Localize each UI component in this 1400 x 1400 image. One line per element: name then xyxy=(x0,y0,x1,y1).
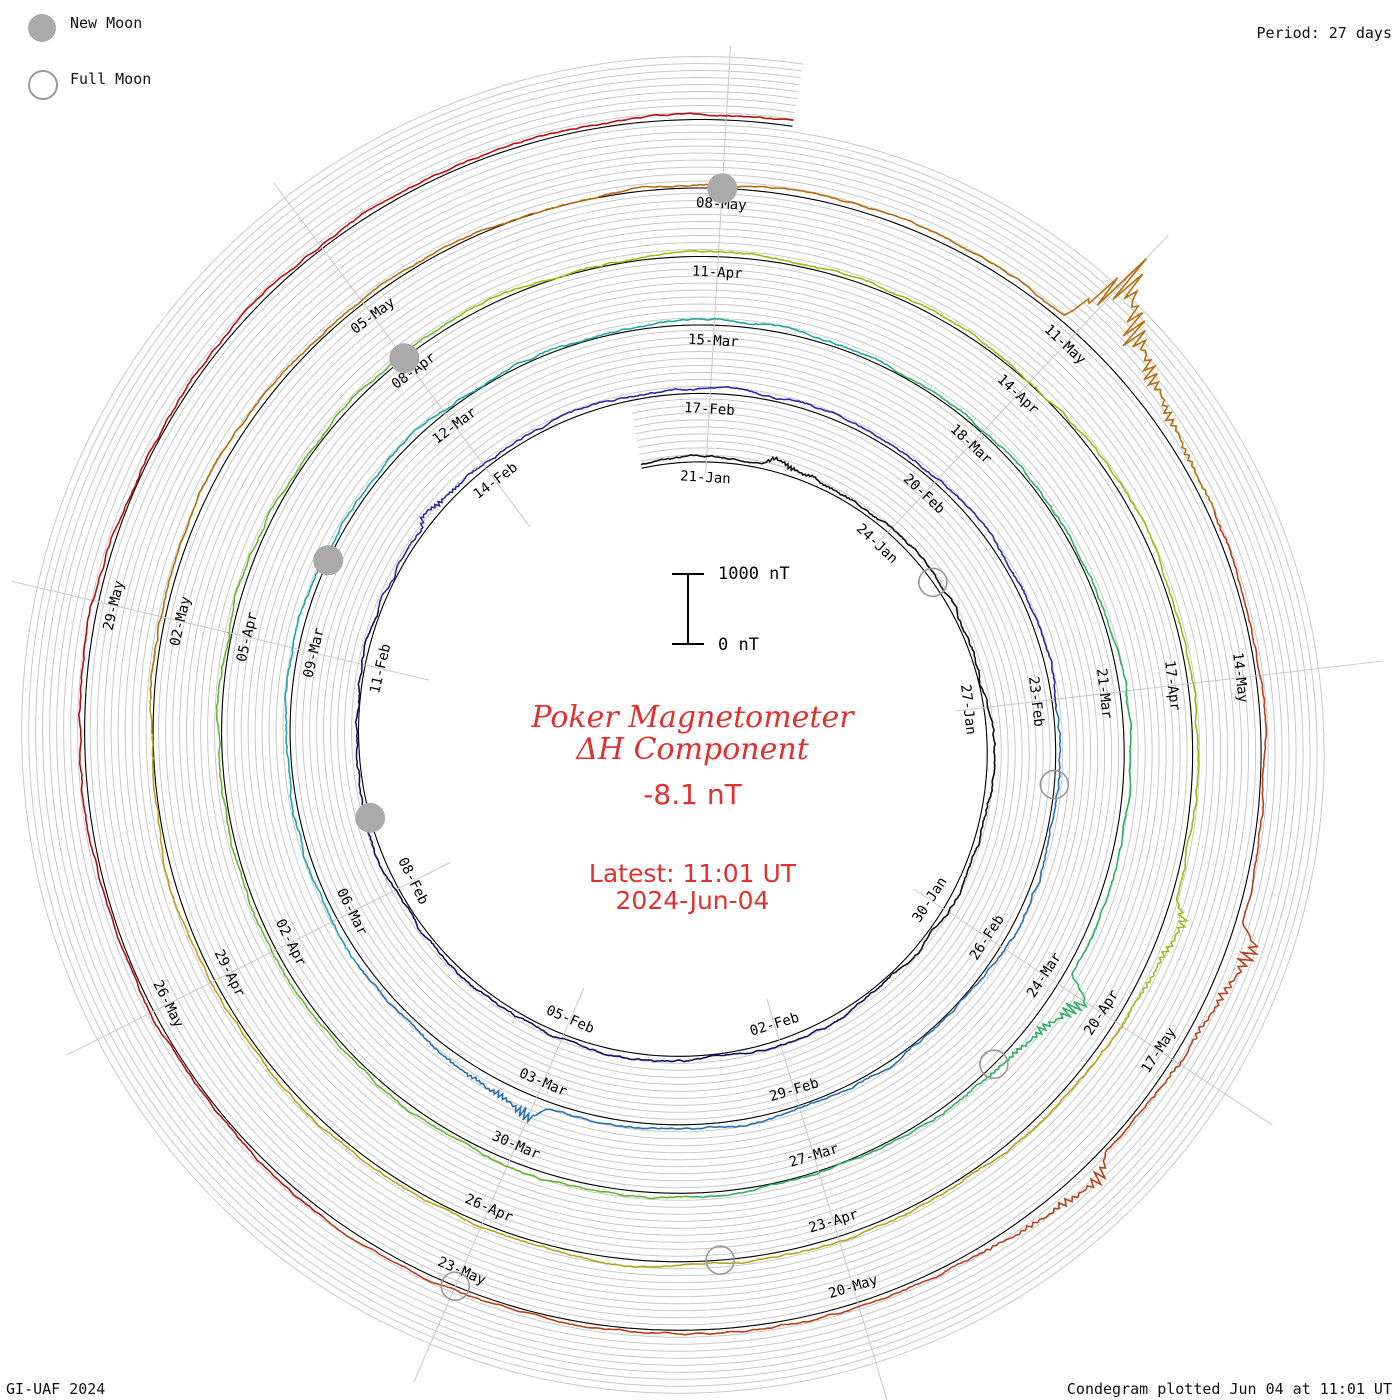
chart-title-line1: Poker Magnetometer xyxy=(531,700,854,735)
grid-spiral-3 xyxy=(63,97,1283,1352)
grid-spiral-7 xyxy=(35,69,1311,1380)
trace-segment-9 xyxy=(149,183,1215,699)
trace-segment-4 xyxy=(284,317,890,965)
new-moon-legend-label: New Moon xyxy=(70,14,143,32)
date-tick-label: 11-Feb xyxy=(367,642,394,695)
grid-spoke xyxy=(956,660,1383,712)
date-tick-label: 15-Mar xyxy=(688,332,739,351)
grid-spiral-5 xyxy=(49,83,1297,1366)
baseline-spiral xyxy=(84,118,1262,1331)
trace-segment-10 xyxy=(323,509,1268,1336)
grid-spoke xyxy=(873,234,1169,548)
grid-spoke xyxy=(66,861,451,1056)
current-value: -8.1 nT xyxy=(643,778,742,811)
date-tick-label: 17-May xyxy=(1138,1025,1179,1076)
full-moon-marker xyxy=(705,1245,735,1275)
grid-spoke xyxy=(11,580,430,681)
latest-time: Latest: 11:01 UT xyxy=(588,859,797,888)
date-tick-label: 17-Feb xyxy=(684,400,735,419)
grid-spoke xyxy=(705,45,732,475)
grid-spiral-8 xyxy=(28,62,1318,1387)
full-moon-marker xyxy=(979,1049,1009,1079)
scale-bottom-label: 0 nT xyxy=(718,635,759,655)
date-tick-label: 21-Mar xyxy=(1093,668,1115,720)
date-tick-label: 24-Mar xyxy=(1024,950,1065,1001)
date-tick-label: 23-May xyxy=(435,1254,488,1289)
trace-segment-2 xyxy=(377,385,1057,710)
new-moon-icon xyxy=(28,14,56,42)
full-moon-legend-label: Full Moon xyxy=(70,70,152,88)
date-tick-label: 27-Jan xyxy=(957,683,979,735)
grid-spoke xyxy=(913,888,1273,1126)
trace-segment-11 xyxy=(77,112,794,1219)
chart-title: Poker Magnetometer ΔH Component xyxy=(450,702,935,766)
new-moon-marker xyxy=(355,802,386,833)
full-moon-marker xyxy=(1039,769,1070,800)
period-label: Period: 27 days xyxy=(1256,24,1392,42)
trace-segment-3 xyxy=(356,708,1062,1130)
plotted-timestamp: Condegram plotted Jun 04 at 11:01 UT xyxy=(1066,1380,1392,1398)
grid-spiral-6 xyxy=(42,76,1304,1373)
trace-segment-0 xyxy=(640,454,996,985)
date-tick-label: 20-Apr xyxy=(1081,987,1122,1038)
grid-spiral-9 xyxy=(21,55,1325,1394)
date-tick-label: 23-Feb xyxy=(1025,676,1047,728)
date-tick-label: 14-May xyxy=(1229,652,1251,704)
date-tick-label: 17-Apr xyxy=(1161,660,1183,712)
date-tick-label: 11-Apr xyxy=(692,263,743,282)
grid-spoke xyxy=(766,998,888,1400)
date-tick-label: 05-Feb xyxy=(544,1002,597,1037)
trace-segment-7 xyxy=(456,250,1200,1023)
full-moon-marker xyxy=(918,567,948,598)
latest-date: 2024-Jun-04 xyxy=(615,886,770,915)
full-moon-marker xyxy=(440,1271,471,1301)
date-tick-label: 21-Jan xyxy=(680,468,731,487)
trace-segment-1 xyxy=(354,609,884,1063)
chart-title-line2: ΔH Component xyxy=(576,732,809,767)
date-tick-label: 08-May xyxy=(696,195,747,214)
trace-segment-5 xyxy=(692,365,1133,1199)
date-tick-label: 09-Mar xyxy=(300,626,327,679)
grid-spiral-4 xyxy=(56,90,1290,1359)
trace-segment-6 xyxy=(215,316,693,1200)
trace-segment-8 xyxy=(149,698,1126,1269)
date-tick-label: 26-Apr xyxy=(462,1191,515,1226)
grid-spoke xyxy=(413,987,585,1383)
new-moon-marker xyxy=(313,545,344,576)
date-tick-label: 05-Apr xyxy=(234,611,261,664)
scale-top-label: 1000 nT xyxy=(718,564,790,584)
new-moon-marker xyxy=(389,343,420,374)
date-tick-label: 06-Mar xyxy=(333,886,370,938)
date-tick-label: 29-May xyxy=(100,579,127,632)
date-tick-label: 02-May xyxy=(167,595,194,648)
credit-label: GI-UAF 2024 xyxy=(6,1380,106,1398)
date-tick-label: 08-Feb xyxy=(394,855,431,907)
grid-spiral-2 xyxy=(70,104,1276,1345)
full-moon-icon xyxy=(28,70,58,100)
latest-timestamp: Latest: 11:01 UT 2024-Jun-04 xyxy=(520,860,865,914)
new-moon-marker xyxy=(707,173,738,204)
